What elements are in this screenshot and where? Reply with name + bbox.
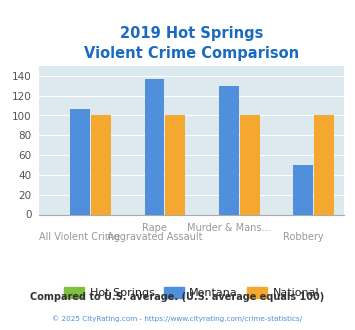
Bar (314, 115, 334, 214)
Text: Murder & Mans...: Murder & Mans... (187, 223, 271, 233)
Bar (294, 165, 313, 214)
Text: Rape: Rape (142, 223, 167, 233)
Text: Robbery: Robbery (283, 232, 324, 242)
Text: Compared to U.S. average. (U.S. average equals 100): Compared to U.S. average. (U.S. average … (31, 292, 324, 302)
Bar (240, 115, 260, 214)
Bar (165, 115, 185, 214)
Text: All Violent Crime: All Violent Crime (39, 232, 121, 242)
Bar (144, 79, 164, 214)
Bar (70, 109, 90, 214)
Bar (91, 115, 111, 214)
Title: 2019 Hot Springs
Violent Crime Comparison: 2019 Hot Springs Violent Crime Compariso… (84, 26, 299, 61)
Legend: Hot Springs, Montana, National: Hot Springs, Montana, National (60, 282, 323, 302)
Bar (219, 86, 239, 214)
Text: Aggravated Assault: Aggravated Assault (107, 232, 202, 242)
Text: © 2025 CityRating.com - https://www.cityrating.com/crime-statistics/: © 2025 CityRating.com - https://www.city… (53, 315, 302, 322)
